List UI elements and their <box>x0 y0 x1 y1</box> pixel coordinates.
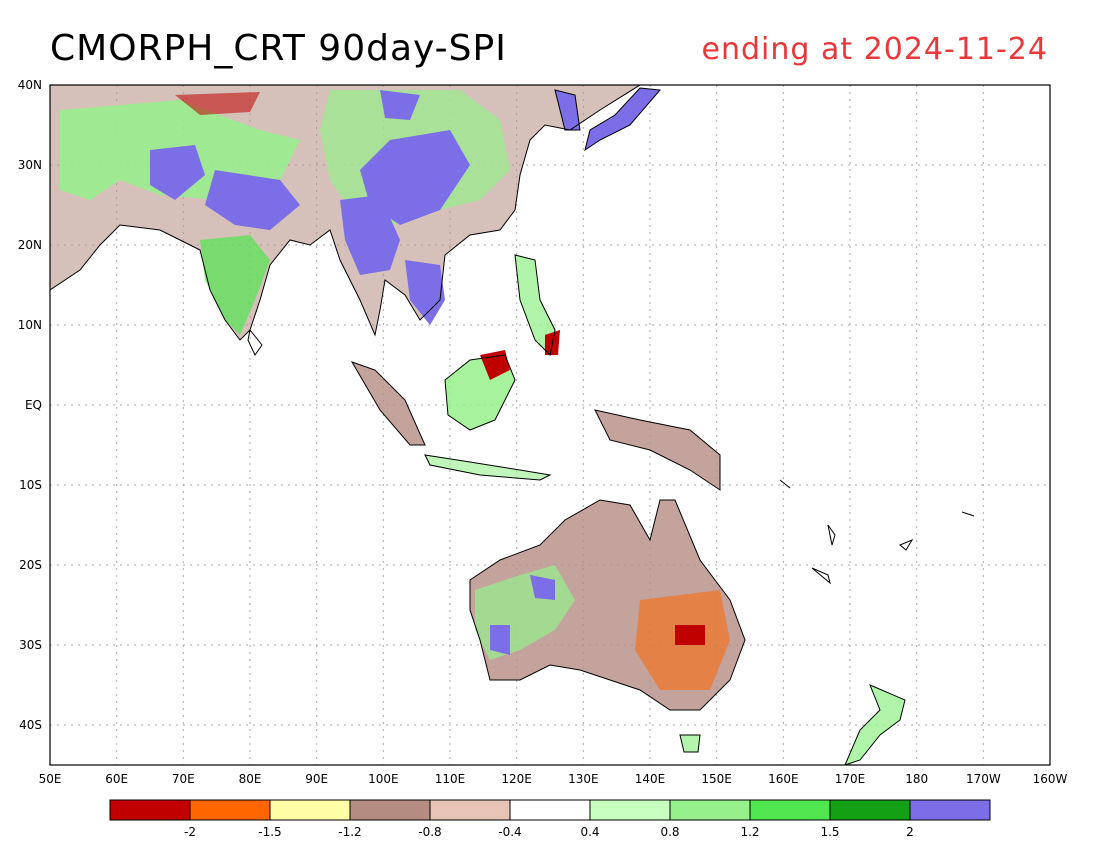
blue-patch-korea <box>555 90 580 130</box>
colorbar-swatch <box>269 799 351 821</box>
map-frame <box>49 84 1051 766</box>
colorbar-label: 1.2 <box>740 825 759 839</box>
blue-patch-indochina <box>405 260 445 325</box>
colorbar-swatch <box>429 799 511 821</box>
lat-tick-label: 30S <box>19 638 42 652</box>
colorbar-swatch <box>509 799 591 821</box>
date-subtitle: ending at 2024-11-24 <box>701 32 1048 67</box>
tasmania-land <box>680 735 700 752</box>
colorbar-swatch <box>669 799 751 821</box>
colorbar-label: 0.4 <box>580 825 599 839</box>
lon-tick-label: 60E <box>105 772 128 786</box>
blue-patch-india <box>205 170 300 230</box>
colorbar-label: 2 <box>906 825 914 839</box>
lon-tick-label: 90E <box>305 772 328 786</box>
blue-patch-japan <box>585 88 660 150</box>
colorbar-swatch <box>829 799 911 821</box>
colorbar-swatch <box>109 799 191 821</box>
lon-tick-label: 140E <box>635 772 666 786</box>
lon-tick-label: 170E <box>835 772 866 786</box>
colorbar-label: -0.8 <box>418 825 441 839</box>
blue-patch-china <box>360 130 470 225</box>
lon-tick-label: 100E <box>368 772 399 786</box>
colorbar <box>109 799 991 821</box>
longitude-axis: 50E 60E 70E 80E 90E 100E 110E 120E 130E 140E 150E 1… <box>39 772 1068 786</box>
land-shading <box>50 85 905 765</box>
lon-tick-label: 150E <box>701 772 732 786</box>
green-patch-india <box>200 235 270 335</box>
lon-tick-label: 160W <box>1033 772 1068 786</box>
colorbar-label: -2 <box>184 825 196 839</box>
lon-tick-label: 130E <box>568 772 599 786</box>
latitude-axis: 40N 30N 20N 10N EQ 10S 20S 30S 40S <box>18 78 42 732</box>
colorbar-swatch <box>589 799 671 821</box>
lat-tick-label: EQ <box>25 398 42 412</box>
colorbar-label: -1.2 <box>338 825 361 839</box>
blue-patch-wa <box>530 575 555 600</box>
blue-patch-myanmar <box>340 195 400 275</box>
red-patch <box>175 92 260 115</box>
colorbar-swatch <box>189 799 271 821</box>
blue-patch-sw <box>490 625 510 655</box>
lat-tick-label: 10N <box>18 318 42 332</box>
red-patch-east <box>675 625 705 645</box>
colorbar-label: -0.4 <box>498 825 521 839</box>
sumatra-land <box>352 362 425 445</box>
colorbar-label: 0.8 <box>660 825 679 839</box>
lon-tick-label: 120E <box>501 772 532 786</box>
colorbar-swatch <box>909 799 991 821</box>
lon-tick-label: 170W <box>966 772 1001 786</box>
lat-tick-label: 40S <box>19 718 42 732</box>
lon-tick-label: 70E <box>172 772 195 786</box>
colorbar-swatch <box>749 799 831 821</box>
lon-tick-label: 80E <box>239 772 262 786</box>
lon-tick-label: 160E <box>768 772 799 786</box>
coastlines <box>50 85 975 765</box>
blue-patch-pakistan <box>150 145 205 200</box>
philippines-land <box>515 255 555 355</box>
new-zealand-land <box>845 685 905 765</box>
lon-tick-label: 110E <box>435 772 466 786</box>
java-land <box>425 455 550 480</box>
lat-tick-label: 40N <box>18 78 42 92</box>
lat-tick-label: 30N <box>18 158 42 172</box>
colorbar-labels: -2 -1.5 -1.2 -0.8 -0.4 0.4 0.8 1.2 1.5 2 <box>184 825 914 839</box>
lat-tick-label: 10S <box>19 478 42 492</box>
lon-tick-label: 50E <box>39 772 62 786</box>
colorbar-label: 1.5 <box>820 825 839 839</box>
colorbar-label: -1.5 <box>258 825 281 839</box>
lat-tick-label: 20S <box>19 558 42 572</box>
colorbar-swatch <box>349 799 431 821</box>
lon-tick-label: 180 <box>905 772 928 786</box>
lat-tick-label: 20N <box>18 238 42 252</box>
map-title: CMORPH_CRT 90day-SPI <box>50 28 507 69</box>
blue-patch-north <box>380 90 420 120</box>
